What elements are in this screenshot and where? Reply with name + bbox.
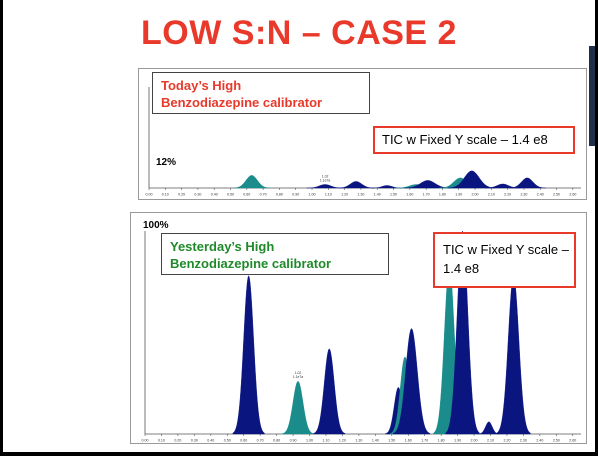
x-tick-label: 1.70 [423, 193, 430, 197]
x-tick-label: 2.00 [472, 193, 479, 197]
x-tick-label: 1.80 [438, 439, 445, 443]
chromatogram-peak [313, 348, 346, 435]
x-tick-label: 0.40 [211, 193, 218, 197]
chromatogram-peak [306, 184, 344, 189]
top-calibrator-label-box: Today’s High Benzodiazepine calibrator [152, 72, 370, 114]
slide-edge-decoration [589, 46, 595, 146]
top-calibrator-label-line2: Benzodiazepine calibrator [161, 95, 323, 110]
x-tick-label: 0.50 [224, 439, 231, 443]
bottom-calibrator-label-line2: Benzodiazepine calibrator [170, 256, 332, 271]
x-tick-label: 1.10 [325, 193, 332, 197]
x-tick-label: 2.30 [520, 193, 527, 197]
bottom-calibrator-label-box: Yesterday’s High Benzodiazepine calibrat… [161, 233, 389, 275]
x-tick-label: 0.30 [194, 193, 201, 197]
x-tick-label: 1.90 [454, 439, 461, 443]
x-tick-label: 1.00 [309, 193, 316, 197]
x-tick-label: 0.00 [142, 439, 149, 443]
x-tick-label: 2.60 [569, 439, 576, 443]
x-tick-label: 0.20 [178, 193, 185, 197]
x-tick-label: 0.90 [292, 193, 299, 197]
x-tick-label: 2.50 [553, 439, 560, 443]
x-tick-label: 1.40 [372, 439, 379, 443]
top-tic-label: TIC w Fixed Y scale – 1.4 e8 [382, 132, 548, 147]
x-tick-label: 1.00 [306, 439, 313, 443]
x-tick-label: 1.30 [355, 439, 362, 443]
x-tick-label: 0.60 [243, 193, 250, 197]
x-tick-label: 2.20 [504, 193, 511, 197]
chromatogram-peak [508, 177, 546, 189]
x-tick-label: 2.10 [487, 439, 494, 443]
chromatogram-peak [282, 380, 315, 435]
bottom-chromatogram-panel: 0.00 0.10 0.20 0.30 0.40 0.50 0.60 0.70 0.80 0.90… [130, 212, 587, 444]
peak-annotation: 1.02 [295, 371, 302, 375]
x-tick-label: 0.80 [276, 193, 283, 197]
x-tick-label: 1.20 [339, 439, 346, 443]
peak-annotation: 1.1e7a [320, 178, 330, 182]
x-tick-label: 1.30 [357, 193, 364, 197]
x-tick-label: 1.60 [406, 193, 413, 197]
x-tick-label: 1.70 [421, 439, 428, 443]
x-tick-label: 0.30 [191, 439, 198, 443]
chromatogram-peak [371, 185, 403, 189]
x-tick-label: 0.80 [273, 439, 280, 443]
x-tick-label: 2.40 [536, 439, 543, 443]
peak-annotation: 1.02 [322, 174, 329, 178]
x-tick-label: 0.20 [174, 439, 181, 443]
x-tick-label: 1.40 [374, 193, 381, 197]
chromatogram-peak [392, 328, 431, 435]
x-tick-label: 2.20 [503, 439, 510, 443]
x-tick-label: 0.70 [260, 193, 267, 197]
chromatogram-peak [232, 275, 265, 435]
x-tick-label: 1.20 [341, 193, 348, 197]
x-tick-label: 2.40 [537, 193, 544, 197]
bottom-tic-label-line1: TIC w Fixed Y [443, 242, 525, 257]
x-tick-label: 1.50 [390, 193, 397, 197]
x-tick-label: 1.80 [439, 193, 446, 197]
bottom-chromatogram: 0.00 0.10 0.20 0.30 0.40 0.50 0.60 0.70 0.80 0.90… [142, 230, 581, 443]
top-chromatogram: 0.00 0.10 0.20 0.30 0.40 0.50 0.60 0.70 0.80 0.90… [146, 87, 581, 197]
x-tick-label: 1.60 [405, 439, 412, 443]
chromatogram-peak [496, 275, 531, 435]
x-tick-label: 0.50 [227, 193, 234, 197]
top-chromatogram-panel: 0.00 0.10 0.20 0.30 0.40 0.50 0.60 0.70 0.80 0.90… [138, 68, 587, 200]
x-tick-label: 0.70 [257, 439, 264, 443]
x-tick-label: 0.10 [162, 193, 169, 197]
peak-annotation: 1.1e7a [293, 375, 303, 379]
chromatogram-peak [478, 421, 500, 435]
chromatogram-peak [337, 181, 375, 189]
bottom-calibrator-label-line1: Yesterday’s High [170, 239, 275, 254]
x-tick-label: 1.50 [388, 439, 395, 443]
bottom-tic-label-box: TIC w Fixed Y scale – 1.4 e8 [433, 232, 576, 288]
bottom-percent-label: 100% [143, 220, 169, 231]
x-tick-label: 1.90 [455, 193, 462, 197]
top-percent-label: 12% [156, 157, 177, 168]
chromatogram-peak [233, 175, 271, 189]
x-tick-label: 1.10 [322, 439, 329, 443]
slide: LOW S:N – CASE 2 0.00 0.10 0.20 0.30 0.40 0.5… [3, 0, 595, 452]
x-tick-label: 0.40 [207, 439, 214, 443]
x-tick-label: 0.10 [158, 439, 165, 443]
x-tick-label: 0.90 [290, 439, 297, 443]
bottom-tic-label-line2: scale – 1.4 e8 [443, 242, 569, 276]
x-tick-label: 0.00 [146, 193, 153, 197]
slide-title: LOW S:N – CASE 2 [141, 14, 457, 52]
top-calibrator-label-line1: Today’s High [161, 78, 242, 93]
x-tick-label: 2.10 [488, 193, 495, 197]
x-tick-label: 2.00 [471, 439, 478, 443]
x-tick-label: 0.60 [240, 439, 247, 443]
top-tic-label-box: TIC w Fixed Y scale – 1.4 e8 [373, 126, 575, 154]
x-tick-label: 2.50 [553, 193, 560, 197]
chromatogram-peak [448, 170, 496, 189]
x-tick-label: 2.30 [520, 439, 527, 443]
x-tick-label: 2.60 [569, 193, 576, 197]
